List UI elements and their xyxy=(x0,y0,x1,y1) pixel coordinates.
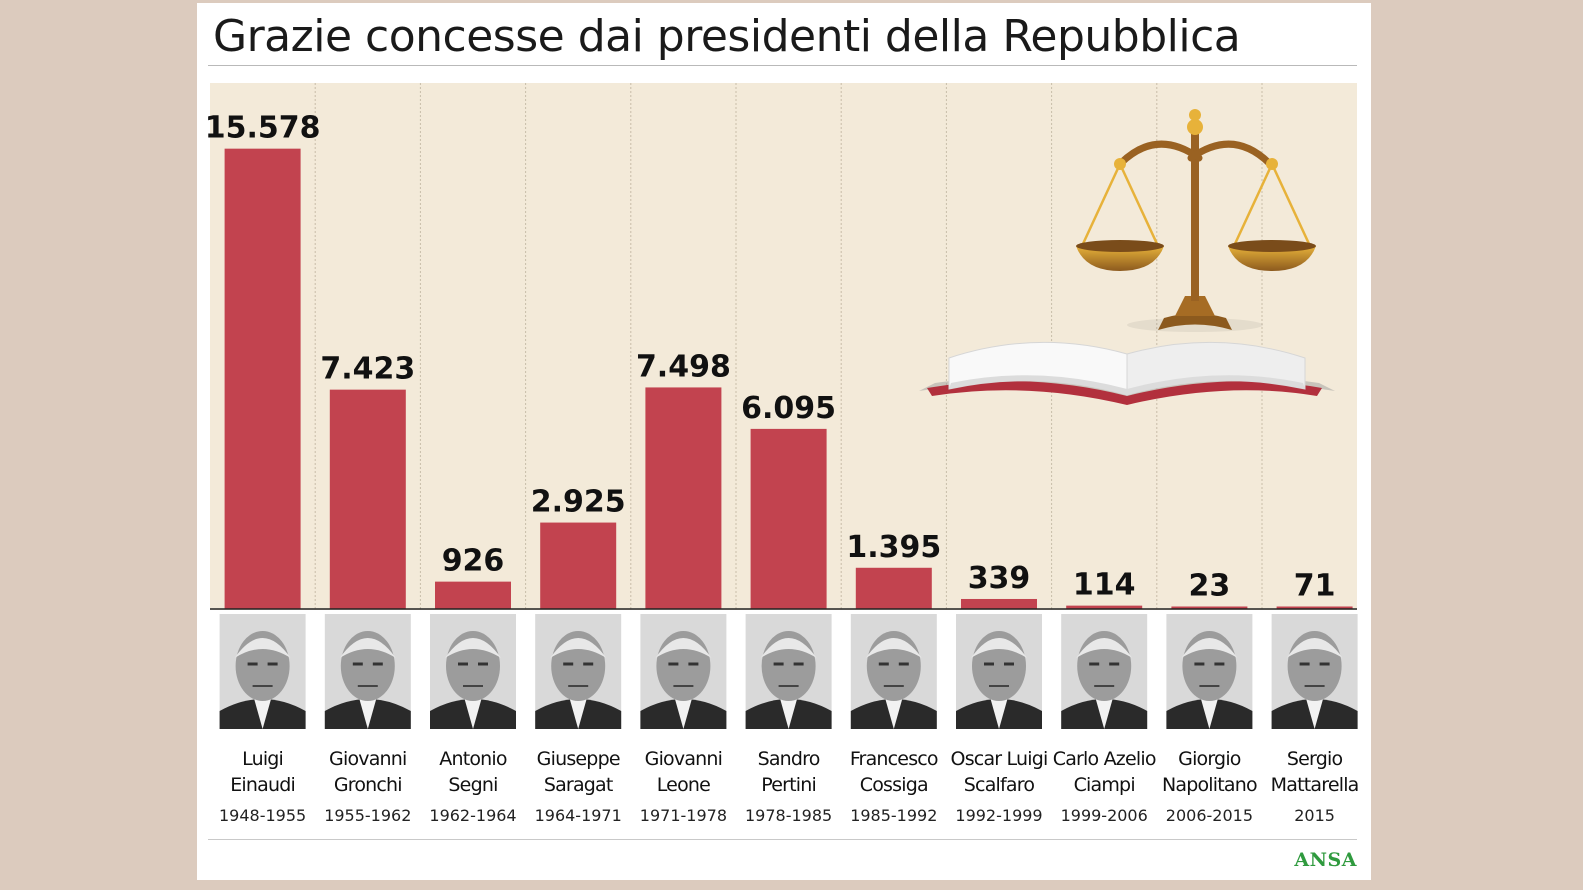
portrait-photo xyxy=(430,614,516,729)
scales-icon xyxy=(1076,109,1316,332)
bar xyxy=(750,428,827,609)
term-years-label: 1999-2006 xyxy=(1061,806,1148,825)
term-years-label: 1992-1999 xyxy=(955,806,1042,825)
president-first-name: Antonio xyxy=(439,748,507,770)
president-portraits xyxy=(219,614,1358,729)
book-icon xyxy=(919,341,1335,405)
term-years-label: 1971-1978 xyxy=(640,806,727,825)
term-years-label: 1978-1985 xyxy=(745,806,832,825)
term-years-label: 1955-1962 xyxy=(324,806,411,825)
president-last-name: Einaudi xyxy=(230,774,295,796)
value-label: 926 xyxy=(442,544,505,579)
president-first-name: Francesco xyxy=(850,748,938,770)
president-first-name: Carlo Azelio xyxy=(1053,748,1156,770)
portrait-photo xyxy=(640,614,727,729)
scales-of-justice-illustration xyxy=(919,109,1335,405)
value-label: 7.423 xyxy=(320,352,415,387)
infographic-card: Grazie concesse dai presidenti della Rep… xyxy=(197,3,1371,880)
term-years-label: 1964-1971 xyxy=(535,806,622,825)
president-last-name: Segni xyxy=(448,774,497,796)
president-first-name: Giuseppe xyxy=(537,748,620,770)
term-years-label: 2015 xyxy=(1294,806,1335,825)
bar xyxy=(224,148,301,609)
bar xyxy=(1276,606,1353,609)
portrait-photo xyxy=(324,614,411,729)
term-years-label: 1985-1992 xyxy=(850,806,937,825)
chart-title: Grazie concesse dai presidenti della Rep… xyxy=(213,11,1241,62)
value-label: 23 xyxy=(1189,569,1231,604)
president-last-name: Saragat xyxy=(544,774,613,796)
term-years: 1948-1955 1955-1962 1962-1964 1964-1971 1971… xyxy=(219,806,1335,825)
president-first-name: Giorgio xyxy=(1178,748,1241,770)
president-last-name: Cossiga xyxy=(860,774,928,796)
president-first-name: Luigi xyxy=(242,748,283,770)
bar xyxy=(329,389,406,609)
president-first-name: Oscar Luigi xyxy=(951,748,1048,770)
president-last-name: Ciampi xyxy=(1074,774,1135,796)
portrait-photo xyxy=(1166,614,1253,729)
value-label: 2.925 xyxy=(531,485,626,520)
president-names: Luigi Einaudi Giovanni Gronchi Antonio Segni G… xyxy=(230,748,1359,796)
bar xyxy=(961,598,1037,609)
president-first-name: Giovanni xyxy=(645,748,722,770)
bar-chart: 15.578 7.423 926 2.925 7.498 6.095 1.395 339 114… xyxy=(205,83,1359,825)
bar xyxy=(1066,605,1143,609)
portrait-photo xyxy=(850,614,937,729)
value-label: 15.578 xyxy=(205,111,321,146)
source-logo: ANSA xyxy=(1294,849,1357,871)
portrait-photo xyxy=(219,614,306,729)
value-labels: 15.578 7.423 926 2.925 7.498 6.095 1.395 339 114… xyxy=(205,111,1336,604)
portrait-photo xyxy=(1271,614,1358,729)
president-last-name: Scalfaro xyxy=(964,774,1035,796)
term-years-label: 2006-2015 xyxy=(1166,806,1253,825)
bar xyxy=(1171,606,1248,609)
bar xyxy=(645,387,722,609)
president-last-name: Mattarella xyxy=(1271,774,1359,796)
value-label: 1.395 xyxy=(846,530,941,565)
president-last-name: Gronchi xyxy=(334,774,402,796)
value-label: 339 xyxy=(968,561,1031,596)
portrait-photo xyxy=(956,614,1042,729)
value-label: 71 xyxy=(1294,569,1336,604)
president-first-name: Sergio xyxy=(1287,748,1343,770)
portrait-photo xyxy=(1061,614,1148,729)
title-divider xyxy=(208,65,1357,66)
bar xyxy=(540,522,617,609)
value-label: 6.095 xyxy=(741,391,836,426)
president-last-name: Napolitano xyxy=(1162,774,1257,796)
bar xyxy=(435,581,511,609)
bars xyxy=(224,148,1353,609)
bar xyxy=(855,567,932,609)
president-last-name: Pertini xyxy=(761,774,816,796)
value-label: 114 xyxy=(1073,568,1136,603)
portrait-photo xyxy=(535,614,622,729)
president-first-name: Sandro xyxy=(758,748,820,770)
footer-divider xyxy=(208,839,1357,840)
term-years-label: 1948-1955 xyxy=(219,806,306,825)
value-label: 7.498 xyxy=(636,349,731,384)
portrait-photo xyxy=(745,614,832,729)
president-first-name: Giovanni xyxy=(329,748,406,770)
term-years-label: 1962-1964 xyxy=(429,806,516,825)
president-last-name: Leone xyxy=(657,774,710,796)
